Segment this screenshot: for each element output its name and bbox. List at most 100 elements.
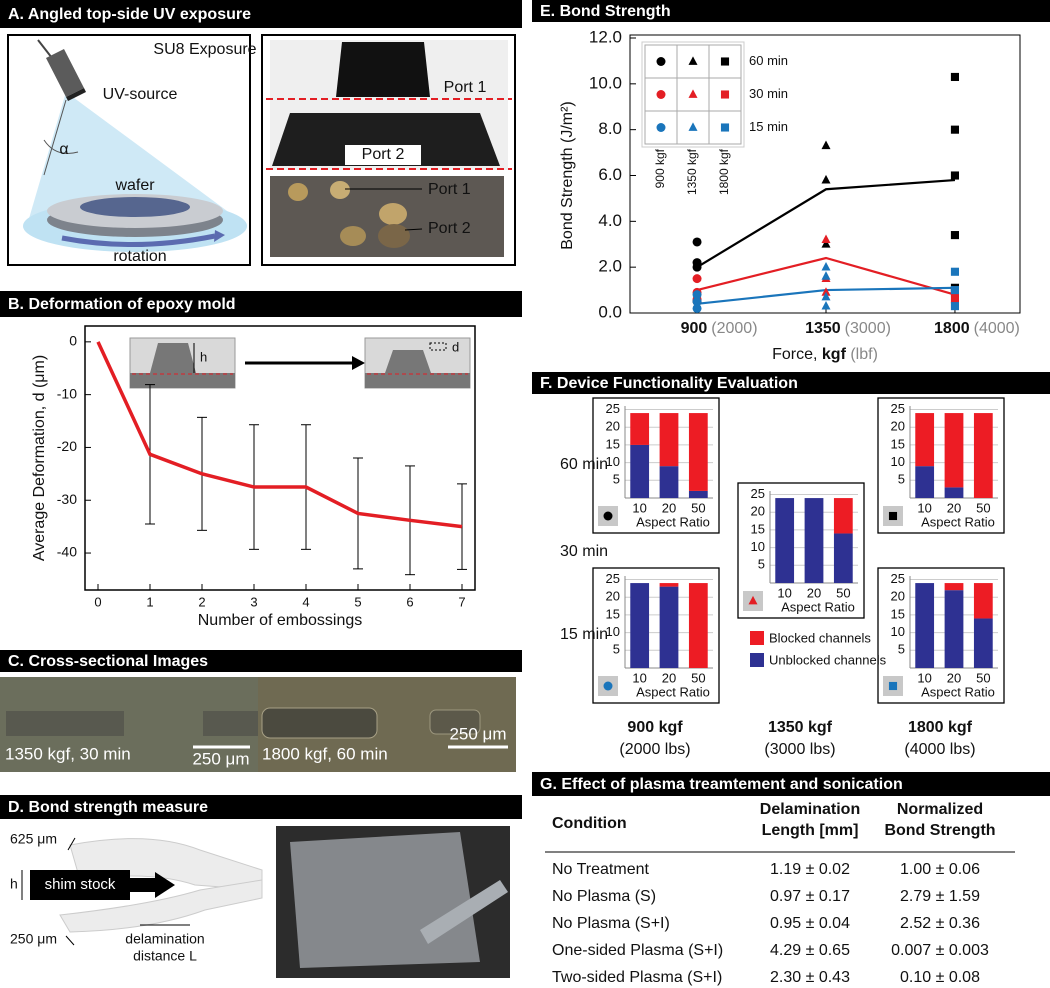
bar (775, 498, 795, 583)
bottom-slab (59, 879, 263, 933)
x-tick-main: 1800 (934, 320, 970, 337)
marker (720, 57, 730, 66)
x-tick-label: 10 (917, 500, 931, 515)
x-axis-label: Force, kgf (lbf) (772, 346, 878, 363)
legend-col-label: 1350 kgf (685, 148, 699, 195)
x-tick-main: 900 (681, 320, 708, 337)
table-cell: One-sided Plasma (S+I) (552, 942, 723, 959)
bar (915, 583, 935, 668)
marker (692, 290, 702, 300)
arrow-head (214, 230, 225, 242)
shim-photo (420, 880, 508, 944)
marker (821, 239, 831, 248)
label: SU8 Exposure (153, 41, 256, 58)
x-axis-label: Aspect Ratio (636, 514, 710, 529)
y-tick-label: 20 (891, 419, 905, 434)
marker (656, 57, 666, 66)
table-cell: No Plasma (S+I) (552, 915, 670, 932)
x-tick-label: 50 (691, 670, 705, 685)
y-tick-label: 4.0 (598, 211, 622, 230)
y-tick-label: 10 (606, 624, 620, 639)
caption: 1800 kgf, 60 min (262, 744, 388, 763)
marker (950, 125, 960, 134)
marker (656, 90, 666, 99)
header-bar (0, 795, 522, 819)
y-tick-label: 10 (606, 454, 620, 469)
plot-frame (629, 34, 1021, 314)
uv-cone (28, 92, 242, 222)
column-force: 900 kgf (627, 719, 683, 736)
y-tick-label: 15 (751, 521, 765, 536)
header-bar (532, 372, 1050, 394)
dim-line (65, 935, 75, 946)
marker (950, 72, 960, 82)
marker (692, 274, 702, 284)
column-lbs: (4000 lbs) (904, 741, 975, 758)
y-tick-label: 20 (751, 504, 765, 519)
x-tick-label: 1 (146, 594, 153, 609)
channel (6, 711, 124, 736)
channel (261, 707, 378, 739)
table-header: Condition (552, 815, 627, 832)
bar (688, 583, 708, 668)
panel-title: C. Cross-sectional Images (8, 653, 208, 670)
port-silhouette (336, 42, 430, 97)
panel-title: B. Deformation of epoxy mold (8, 296, 236, 313)
device-photo (290, 832, 480, 968)
x-tick-label: 5 (354, 594, 361, 609)
bar (915, 466, 935, 498)
table-cell: 0.10 ± 0.08 (900, 969, 980, 986)
label: 250 μm (10, 931, 57, 947)
label: d (452, 339, 459, 354)
panel-title: G. Effect of plasma treamtement and soni… (540, 776, 903, 793)
bar (915, 413, 935, 467)
bar (659, 583, 679, 587)
bar (659, 586, 679, 668)
y-tick-label: 5 (898, 472, 905, 487)
x-axis-label-part: (lbf) (846, 346, 878, 363)
marker (692, 303, 702, 313)
header-bar (532, 772, 1050, 796)
y-tick-label: 5 (613, 642, 620, 657)
marker (688, 122, 698, 131)
mean-line (696, 256, 956, 296)
marker (888, 511, 898, 521)
bar (630, 444, 650, 498)
label: wafer (114, 177, 155, 194)
x-tick-label: 10 (777, 585, 791, 600)
x-tick-label: 6 (406, 594, 413, 609)
marker (692, 262, 702, 272)
bar (630, 583, 650, 668)
table-cell: 0.007 ± 0.003 (891, 942, 989, 959)
label-box (345, 145, 421, 165)
bar (688, 413, 708, 491)
port-photo (288, 183, 308, 201)
y-tick-label: 0.0 (598, 302, 622, 321)
legend-swatch (750, 653, 764, 667)
x-tick-secondary: (2000) (711, 320, 757, 337)
label: 625 μm (10, 831, 57, 847)
cable (37, 39, 53, 59)
dim-line (67, 837, 76, 851)
bar (944, 413, 964, 488)
angle-arc (43, 139, 79, 154)
x-tick-label: 50 (976, 670, 990, 685)
x-tick-label: 20 (947, 500, 961, 515)
label: h (10, 876, 18, 892)
legend-row-label: 60 min (749, 53, 788, 68)
marker (603, 511, 613, 521)
y-tick-label: -10 (57, 385, 77, 401)
marker (821, 291, 831, 301)
marker (821, 287, 831, 296)
y-tick-label: 20 (606, 419, 620, 434)
y-tick-label: 12.0 (589, 27, 622, 46)
y-tick-label: 0 (69, 333, 77, 349)
legend-col-label: 1800 kgf (717, 148, 731, 195)
marker (950, 231, 960, 240)
x-tick-label: 50 (976, 500, 990, 515)
table-header: Length [mm] (762, 822, 859, 839)
marker (720, 90, 730, 99)
rotation-arrow (61, 233, 216, 248)
y-axis-label: Average Deformation, d (μm) (31, 355, 48, 561)
header-bar (532, 0, 1050, 22)
